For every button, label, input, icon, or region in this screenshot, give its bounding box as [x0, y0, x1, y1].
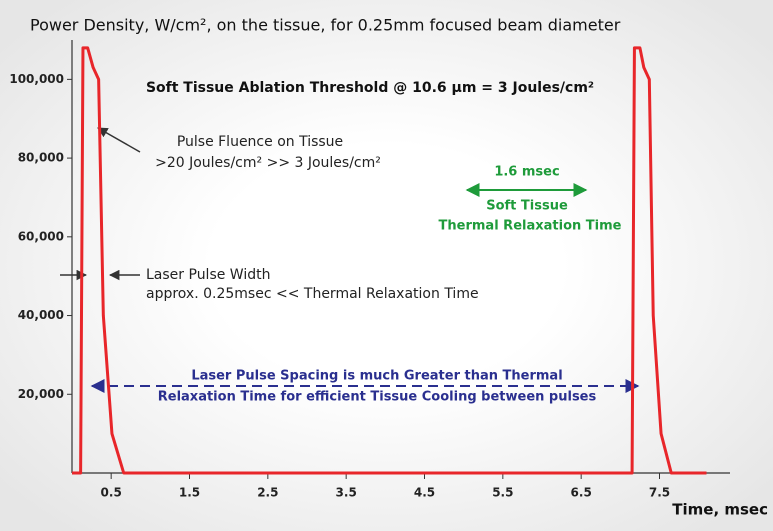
y-tick-label: 80,000: [18, 151, 64, 165]
annotation: Soft Tissue: [486, 199, 568, 214]
x-tick-label: 6.5: [571, 486, 592, 500]
x-tick-label: 5.5: [492, 486, 513, 500]
y-tick-label: 40,000: [18, 308, 64, 322]
fluence-arrow: [97, 127, 141, 153]
annotation: Soft Tissue Ablation Threshold @ 10.6 µm…: [146, 80, 594, 96]
x-tick-label: 3.5: [336, 486, 357, 500]
y-tick-label: 60,000: [18, 229, 64, 243]
chart-title: Power Density, W/cm², on the tissue, for…: [30, 16, 621, 35]
y-tick-label: 20,000: [18, 387, 64, 401]
annotation: Laser Pulse Width: [146, 267, 270, 283]
x-tick-label: 2.5: [257, 486, 278, 500]
annotation: Pulse Fluence on Tissue: [177, 134, 343, 150]
y-tick-label: 100,000: [9, 72, 64, 86]
annotation: Thermal Relaxation Time: [439, 219, 622, 234]
x-tick-label: 1.5: [179, 486, 200, 500]
x-tick-label: 0.5: [101, 486, 122, 500]
annotation: approx. 0.25msec << Thermal Relaxation T…: [146, 286, 479, 302]
x-tick-label: 4.5: [414, 486, 435, 500]
annotation: >20 Joules/cm² >> 3 Joules/cm²: [155, 155, 381, 171]
x-axis-label: Time, msec: [672, 501, 768, 519]
series-line: [72, 46, 707, 475]
x-tick-label: 7.5: [649, 486, 670, 500]
annotation: Laser Pulse Spacing is much Greater than…: [191, 369, 562, 384]
annotation: 1.6 msec: [494, 165, 559, 180]
annotation: Relaxation Time for efficient Tissue Coo…: [158, 390, 597, 405]
